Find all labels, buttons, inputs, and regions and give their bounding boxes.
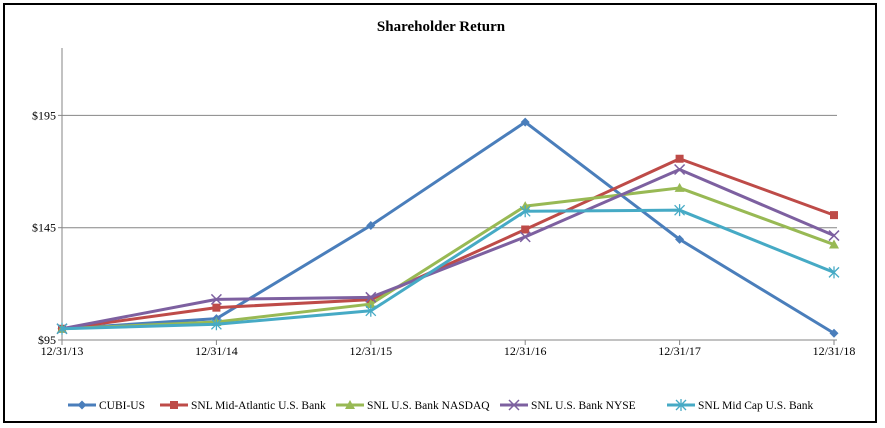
legend-label: SNL U.S. Bank NASDAQ bbox=[367, 400, 490, 412]
legend-item: SNL Mid Cap U.S. Bank bbox=[667, 399, 813, 412]
data-point bbox=[210, 318, 222, 331]
data-point bbox=[830, 211, 838, 220]
data-point bbox=[56, 322, 68, 335]
y-tick-label: $145 bbox=[32, 221, 56, 235]
data-point bbox=[674, 163, 686, 176]
data-point bbox=[828, 230, 840, 242]
legend-label: SNL U.S. Bank NYSE bbox=[531, 400, 636, 412]
legend-item: CUBI-US bbox=[68, 400, 145, 412]
data-point bbox=[210, 293, 222, 305]
series-line bbox=[61, 157, 835, 331]
legend-marker bbox=[345, 400, 355, 409]
series-4 bbox=[56, 204, 840, 335]
x-tick-label: 12/31/13 bbox=[41, 344, 84, 358]
data-point bbox=[519, 205, 531, 218]
x-tick-label: 12/31/15 bbox=[349, 344, 392, 358]
data-point bbox=[365, 304, 377, 317]
y-tick-label: $195 bbox=[32, 108, 56, 122]
series-line bbox=[61, 168, 835, 331]
legend-item: SNL Mid-Atlantic U.S. Bank bbox=[160, 400, 326, 412]
data-point bbox=[828, 266, 840, 279]
chart-title: Shareholder Return bbox=[377, 19, 506, 35]
data-point bbox=[520, 117, 530, 127]
legend-marker bbox=[77, 400, 87, 410]
chart-frame bbox=[3, 3, 877, 423]
data-point bbox=[519, 231, 531, 243]
data-point bbox=[829, 328, 839, 338]
data-point bbox=[675, 154, 684, 163]
legend-marker bbox=[508, 399, 520, 411]
legend-marker bbox=[675, 399, 687, 411]
legend-item: SNL U.S. Bank NYSE bbox=[500, 399, 636, 412]
data-point bbox=[365, 291, 377, 303]
data-point bbox=[366, 220, 376, 230]
series-line bbox=[61, 186, 835, 331]
data-point bbox=[829, 239, 839, 249]
legend-item: SNL U.S. Bank NASDAQ bbox=[336, 400, 490, 412]
series-3 bbox=[56, 163, 840, 335]
data-point bbox=[674, 182, 685, 192]
data-point bbox=[675, 234, 685, 244]
series-line bbox=[61, 208, 835, 331]
series-2 bbox=[57, 182, 839, 333]
y-tick-label: $95 bbox=[38, 333, 56, 347]
x-tick-label: 12/31/14 bbox=[195, 344, 238, 358]
series-line bbox=[61, 120, 835, 335]
data-point bbox=[365, 299, 376, 309]
legend-label: SNL Mid-Atlantic U.S. Bank bbox=[191, 400, 326, 412]
x-tick-label: 12/31/17 bbox=[658, 344, 701, 358]
data-point bbox=[212, 303, 221, 312]
x-tick-label: 12/31/16 bbox=[504, 344, 547, 358]
data-point bbox=[521, 225, 530, 234]
legend-marker bbox=[170, 401, 178, 409]
data-point bbox=[674, 204, 686, 217]
legend-label: SNL Mid Cap U.S. Bank bbox=[698, 400, 813, 412]
legend-label: CUBI-US bbox=[99, 400, 145, 412]
x-tick-label: 12/31/18 bbox=[813, 344, 856, 358]
